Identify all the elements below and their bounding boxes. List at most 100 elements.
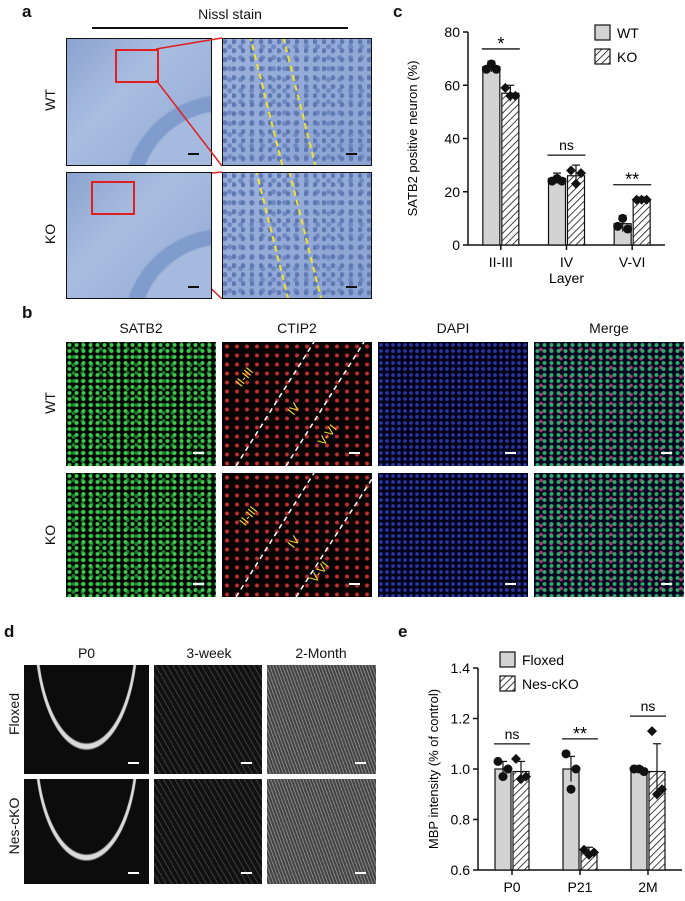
bar (482, 66, 501, 246)
legend-label: WT (617, 25, 639, 41)
layer-boundary-lines (235, 342, 365, 466)
scale-bar (241, 872, 252, 874)
panel-b-col-satb2: SATB2 (119, 320, 163, 336)
y-tick-label: 1.0 (451, 761, 471, 777)
x-tick-label: V-VI (619, 254, 645, 270)
scale-bar (128, 872, 139, 874)
bar (494, 768, 512, 871)
bar (512, 770, 530, 871)
panel-b-row-label-wt: WT (42, 392, 58, 414)
scale-bar (661, 452, 672, 454)
scale-bar (188, 153, 199, 155)
merge-wt-image (534, 342, 684, 466)
satb2-ko-image (66, 473, 216, 597)
mbp-floxed-2month-image (267, 665, 376, 774)
panel-e-letter: e (398, 622, 408, 641)
y-tick-label: 0.6 (451, 862, 471, 878)
data-point (566, 165, 576, 176)
panel-d-row-label-floxed: Floxed (6, 692, 22, 736)
legend-label: Nes-cKO (522, 676, 579, 692)
panel-c-letter: c (393, 2, 403, 21)
bar (632, 199, 651, 246)
data-point (516, 774, 526, 785)
data-point (579, 844, 589, 855)
scale-bar (346, 286, 357, 288)
panel-b-col-dapi: DAPI (436, 320, 470, 336)
legend-label: KO (617, 49, 637, 65)
data-point (557, 176, 567, 186)
dapi-ko-image (378, 473, 528, 597)
panel-a-title: Nissl stain (198, 6, 262, 22)
panel-d-col-3week: 3-week (186, 645, 232, 661)
data-point (652, 789, 662, 800)
panel-d-letter: d (4, 622, 15, 641)
legend-swatch (594, 48, 611, 65)
y-tick-label: 40 (444, 131, 460, 147)
data-point (571, 764, 581, 774)
y-tick-label: 0.8 (451, 812, 471, 828)
y-tick-label: 1.4 (451, 660, 471, 676)
dapi-wt-image (378, 342, 528, 466)
x-axis-label: Layer (549, 270, 584, 286)
data-point (491, 64, 501, 74)
scale-bar (349, 583, 360, 585)
scale-bar (355, 872, 366, 874)
scale-bar (349, 452, 360, 454)
scale-bar (193, 583, 204, 585)
bar (547, 177, 567, 246)
nissl-wt-zoom-image (222, 38, 372, 166)
significance-label: ns (641, 698, 656, 714)
scale-bar (505, 452, 516, 454)
bar (562, 768, 580, 871)
scale-bar (193, 452, 204, 454)
panel-d-col-2month: 2-Month (295, 645, 347, 661)
significance-label: ** (625, 170, 639, 190)
x-tick-label: P21 (568, 879, 593, 895)
mbp-nes-cko-3week-image (154, 779, 262, 884)
data-point (571, 178, 581, 189)
panel-a-letter: a (22, 2, 32, 21)
ctip2-ko-image: II-III IV V-VI (222, 473, 372, 597)
panel-d-row-label-nes-cko: Nes-cKO (6, 797, 22, 855)
y-axis-label: SATB2 positive neuron (%) (405, 61, 420, 217)
data-point (561, 749, 571, 759)
panel-b-col-merge: Merge (589, 320, 629, 336)
satb2-wt-image (66, 342, 216, 466)
significance-label: ns (505, 726, 520, 742)
data-point (639, 767, 649, 777)
data-point (589, 847, 599, 858)
legend-swatch (499, 675, 516, 692)
scale-bar (188, 286, 199, 288)
scale-bar (241, 762, 252, 764)
data-point (576, 168, 586, 179)
nissl-ko-zoom-image (222, 172, 372, 299)
data-point (493, 756, 503, 766)
x-tick-label: 2M (638, 879, 657, 895)
data-point (623, 224, 633, 234)
x-tick-label: IV (560, 254, 574, 270)
y-axis-label: MBP intensity (% of control) (426, 689, 441, 849)
bar (630, 768, 648, 871)
data-point (500, 82, 511, 93)
data-point (505, 90, 516, 101)
panel-a-title-line (92, 27, 348, 29)
mbp-nes-cko-p0-image (24, 779, 149, 884)
merge-ko-image (534, 473, 684, 597)
layer-boundary-lines (235, 473, 372, 597)
y-tick-label: 60 (444, 77, 460, 93)
x-tick-label: II-III (489, 254, 513, 270)
significance-label: ** (573, 724, 587, 744)
data-point (521, 771, 531, 782)
y-tick-label: 80 (444, 24, 460, 40)
y-tick-label: 0 (452, 237, 460, 253)
data-point (566, 784, 576, 794)
data-point (584, 849, 594, 860)
data-point (618, 213, 628, 223)
data-point (511, 753, 521, 764)
data-point (503, 764, 513, 774)
panel-b-col-ctip2: CTIP2 (277, 320, 317, 336)
zoom-region-box (91, 181, 135, 215)
scale-bar (346, 153, 357, 155)
mbp-nes-cko-2month-image (267, 779, 376, 884)
